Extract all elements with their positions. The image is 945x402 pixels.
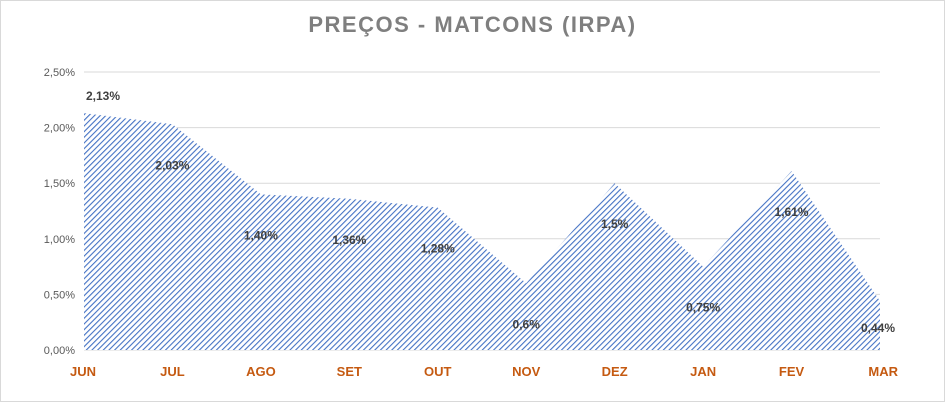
- x-tick-label: AGO: [246, 364, 276, 379]
- data-label: 0,6%: [513, 317, 541, 331]
- x-tick-label: NOV: [512, 364, 541, 379]
- data-label: 1,61%: [775, 205, 809, 219]
- y-tick-label: 0,50%: [44, 289, 75, 301]
- x-tick-label: FEV: [779, 364, 805, 379]
- x-tick-label: DEZ: [602, 364, 628, 379]
- series-area: [84, 113, 880, 350]
- x-tick-label: SET: [337, 364, 362, 379]
- data-label: 2,03%: [155, 158, 189, 172]
- data-label: 0,75%: [686, 301, 720, 315]
- x-axis-ticks: JUN JUL AGO SET OUT NOV DEZ JAN FEV MAR: [70, 364, 899, 379]
- y-axis-ticks: 0,00% 0,50% 1,00% 1,50% 2,00% 2,50%: [44, 67, 75, 357]
- data-labels: 2,13% 2,03% 1,40% 1,36% 1,28% 0,6% 1,5% 0,75% 1,…: [86, 89, 895, 335]
- x-tick-label: JAN: [690, 364, 716, 379]
- y-tick-label: 2,00%: [44, 123, 75, 135]
- x-tick-label: JUL: [160, 364, 185, 379]
- data-label: 0,44%: [861, 321, 895, 335]
- y-tick-label: 0,00%: [44, 345, 75, 357]
- data-label: 1,28%: [421, 242, 455, 256]
- y-tick-label: 2,50%: [44, 67, 75, 79]
- x-tick-label: MAR: [868, 364, 898, 379]
- data-label: 1,36%: [332, 233, 366, 247]
- data-label: 1,40%: [244, 228, 278, 242]
- data-label: 1,5%: [601, 217, 629, 231]
- data-label: 2,13%: [86, 89, 120, 103]
- chart-title: PREÇOS - MATCONS (IRPA): [308, 12, 637, 37]
- x-tick-label: OUT: [424, 364, 452, 379]
- x-tick-label: JUN: [70, 364, 96, 379]
- area-series: [84, 113, 880, 350]
- y-tick-label: 1,00%: [44, 234, 75, 246]
- y-tick-label: 1,50%: [44, 178, 75, 190]
